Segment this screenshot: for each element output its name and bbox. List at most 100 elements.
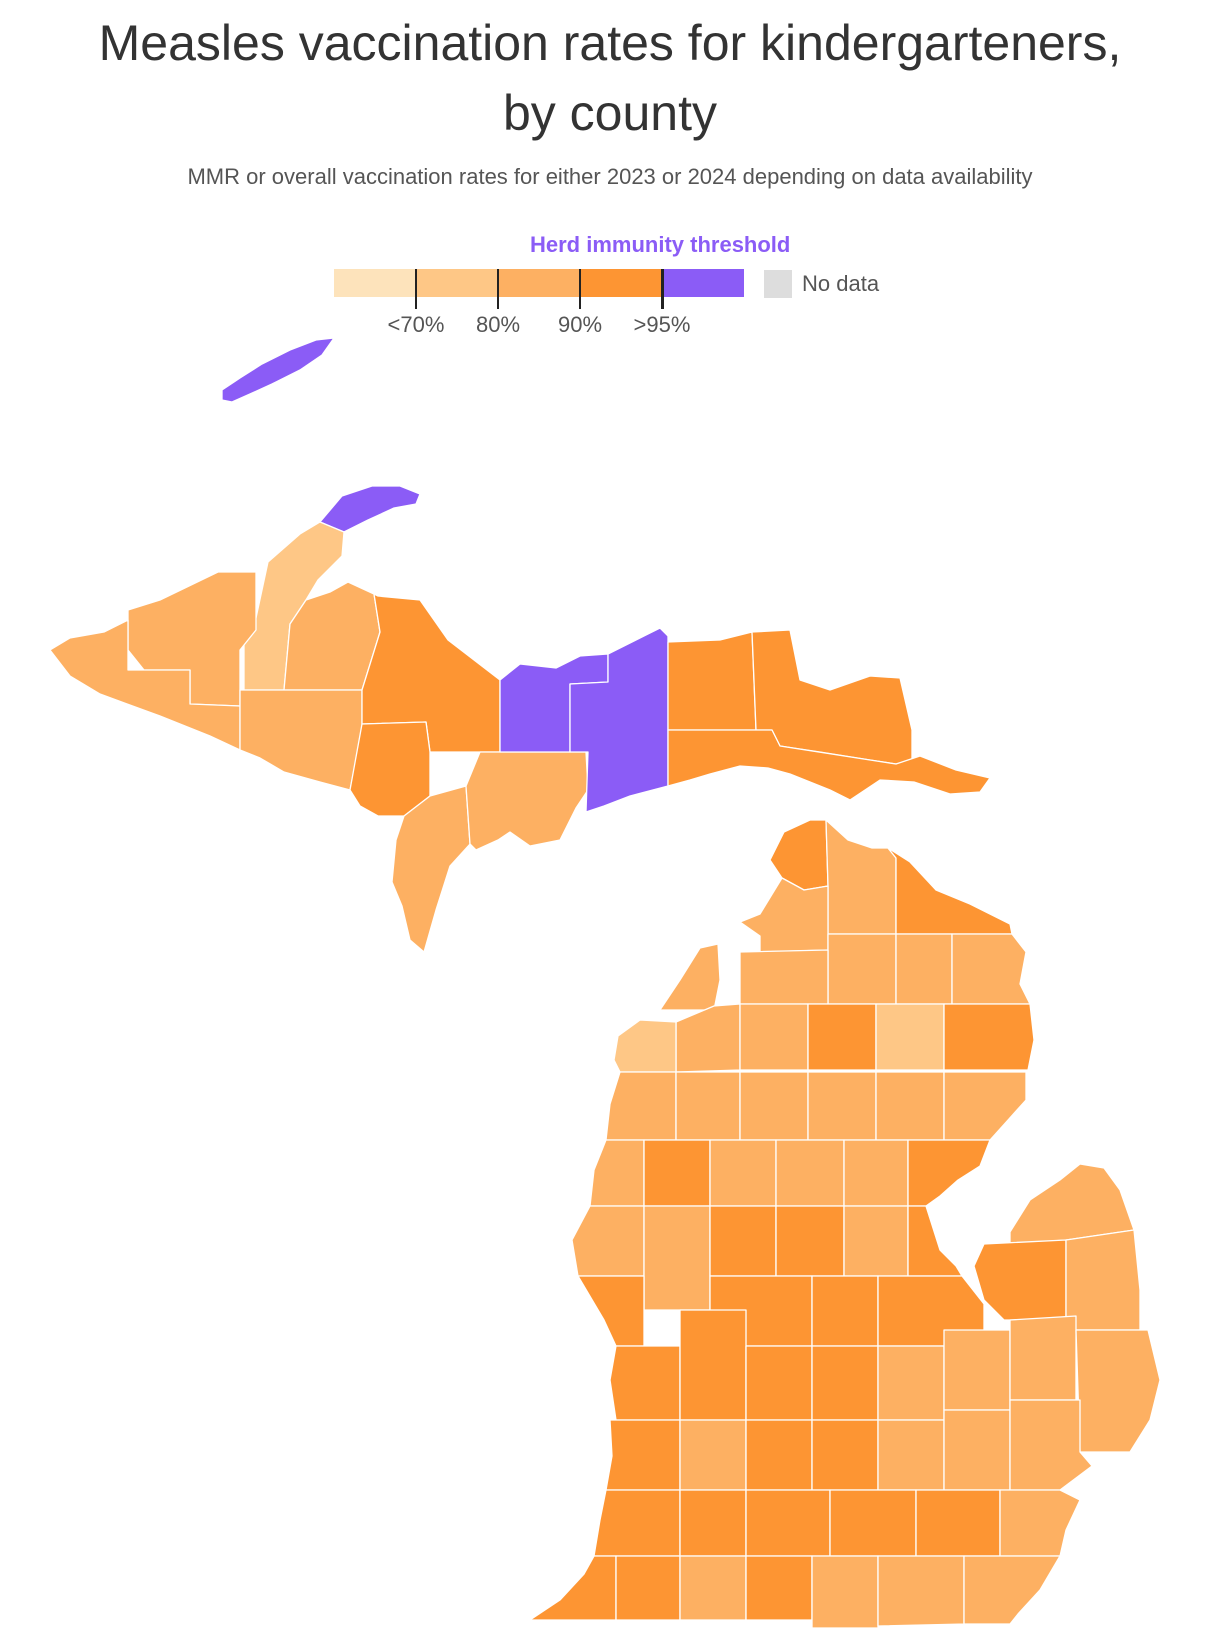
county-monroe (963, 1555, 1061, 1625)
county-wexford (675, 1071, 741, 1141)
county-lake (643, 1139, 711, 1207)
county-van-buren (593, 1489, 681, 1557)
county-lapeer (1009, 1315, 1077, 1401)
county-sanilac (1065, 1229, 1141, 1331)
county-kalamazoo (679, 1489, 747, 1557)
county-lenawee (877, 1555, 965, 1627)
county-crawford (807, 1003, 877, 1071)
county-cass (615, 1555, 681, 1621)
county-eaton (745, 1419, 813, 1491)
county-emmet (769, 819, 829, 891)
county-manistee (605, 1071, 677, 1141)
county-osceola (709, 1139, 777, 1207)
color-legend: Herd immunity threshold <70% 80% 90% >95% N… (0, 0, 1220, 340)
county-midland (843, 1205, 909, 1277)
county-cheboygan (825, 819, 897, 935)
legend-tick-1 (415, 269, 417, 309)
legend-tick-4 (661, 269, 664, 309)
title-line-1: Measles vaccination rates for kindergart… (98, 15, 1122, 71)
county-iosco (943, 1071, 1027, 1141)
county-bay (907, 1205, 963, 1277)
county-missaukee (739, 1071, 809, 1141)
county-menominee (391, 785, 471, 953)
legend-tick-label-2: 80% (475, 312, 521, 337)
county-luce (667, 631, 757, 731)
county-ionia (745, 1345, 813, 1421)
county-berrien (529, 1555, 617, 1621)
county-mackinac (667, 729, 991, 801)
county-jackson (829, 1489, 917, 1557)
legend-swatch-5 (662, 269, 744, 297)
county-oceana (571, 1205, 645, 1277)
county-washtenaw (915, 1489, 1001, 1557)
county-gratiot (811, 1275, 879, 1347)
county-charlevoix (739, 877, 829, 953)
county-delta (465, 751, 589, 851)
county-marquette (361, 593, 501, 753)
county-arenac (907, 1139, 991, 1207)
legend-tick-3 (579, 269, 581, 309)
county-roscommon (807, 1071, 877, 1141)
legend-tick-label-3: 90% (557, 312, 603, 337)
county-dickinson (349, 721, 431, 817)
county-otsego (827, 933, 897, 1005)
county-leelanau (659, 943, 721, 1011)
county-alpena (951, 933, 1031, 1005)
county-huron (1009, 1163, 1135, 1245)
county-muskegon (577, 1275, 645, 1347)
county-alcona (943, 1003, 1035, 1071)
county-mason (589, 1139, 645, 1207)
county-presque-isle (887, 847, 1013, 935)
county-wayne (999, 1489, 1081, 1557)
county-kalkaska (739, 1003, 809, 1071)
county-ingham (811, 1419, 879, 1491)
county-newaygo (643, 1205, 711, 1311)
county-saginaw (877, 1275, 985, 1347)
county-schoolcraft (569, 627, 669, 813)
county-oscoda (875, 1003, 945, 1071)
county-oakland (943, 1409, 1011, 1491)
county-st-joseph (679, 1555, 747, 1621)
county-isabella (775, 1205, 845, 1277)
legend-swatch-3 (498, 269, 580, 297)
legend-tick-label-4: >95% (633, 312, 691, 337)
legend-swatch-2 (416, 269, 498, 297)
legend-tick-2 (497, 269, 499, 309)
county-clinton (811, 1345, 879, 1421)
county-clare (775, 1139, 845, 1207)
county-gogebic (49, 619, 241, 751)
chart-subtitle: MMR or overall vaccination rates for eit… (187, 164, 1033, 189)
county-montmorency (895, 933, 953, 1005)
county-mecosta (709, 1205, 777, 1277)
county-keweenaw (319, 485, 421, 533)
county-kent (679, 1309, 747, 1421)
county-st-clair (1075, 1329, 1161, 1453)
county-keweenaw-isle-royale (221, 337, 335, 403)
county-branch (745, 1555, 813, 1621)
county-hillsdale (811, 1555, 879, 1629)
county-macomb (1009, 1399, 1093, 1491)
county-tuscola (973, 1239, 1067, 1321)
no-data-swatch (764, 270, 792, 298)
legend-color-bar (334, 269, 744, 297)
legend-tick-label-1: <70% (387, 312, 445, 337)
county-gladwin (843, 1139, 909, 1207)
county-shiawassee (877, 1345, 945, 1421)
legend-swatch-1 (334, 269, 416, 297)
chart-title: Measles vaccination rates for kindergart… (0, 8, 1220, 148)
county-calhoun (745, 1489, 831, 1557)
county-ontonagon (127, 571, 257, 707)
no-data-label: No data (802, 271, 880, 296)
legend-swatch-4 (580, 269, 662, 297)
county-allegan (605, 1419, 681, 1491)
county-ogemaw (875, 1071, 945, 1141)
county-ottawa (609, 1345, 681, 1421)
county-genesee (943, 1329, 1011, 1411)
county-benzie (613, 1019, 677, 1073)
title-line-2: by county (502, 85, 717, 141)
county-iron (239, 689, 363, 791)
herd-immunity-threshold-label: Herd immunity threshold (530, 232, 791, 257)
county-livingston (877, 1419, 945, 1491)
county-antrim (739, 949, 829, 1005)
